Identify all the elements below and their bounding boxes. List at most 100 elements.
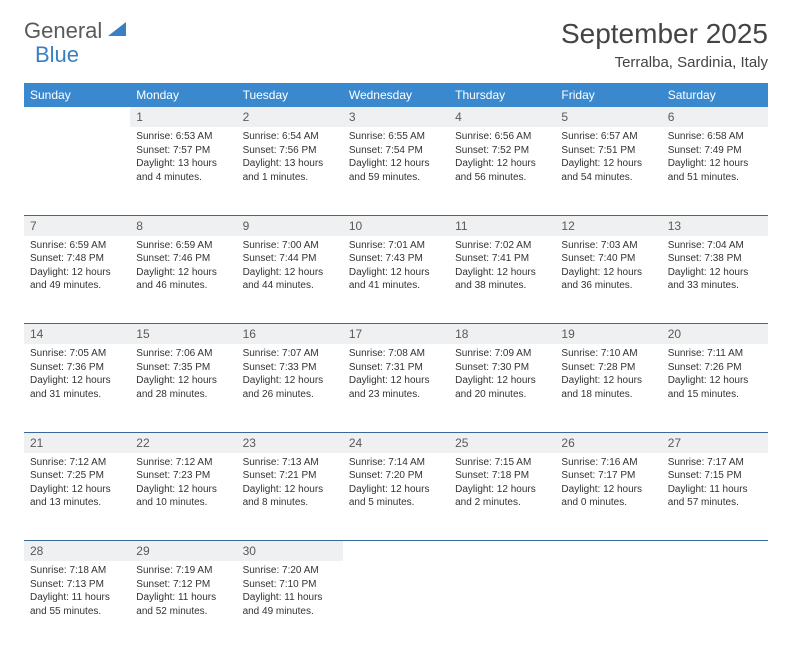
sunset-text: Sunset: 7:10 PM — [243, 578, 337, 592]
daylight-text: Daylight: 12 hours and 41 minutes. — [349, 266, 443, 293]
day-number-cell: 25 — [449, 432, 555, 453]
week-content-row: Sunrise: 6:59 AMSunset: 7:48 PMDaylight:… — [24, 236, 768, 324]
sunset-text: Sunset: 7:25 PM — [30, 469, 124, 483]
day-number-cell: 17 — [343, 324, 449, 345]
day-content: Sunrise: 7:15 AMSunset: 7:18 PMDaylight:… — [449, 453, 555, 516]
daylight-text: Daylight: 12 hours and 28 minutes. — [136, 374, 230, 401]
sunset-text: Sunset: 7:17 PM — [561, 469, 655, 483]
sunset-text: Sunset: 7:36 PM — [30, 361, 124, 375]
day-cell: Sunrise: 6:54 AMSunset: 7:56 PMDaylight:… — [237, 127, 343, 215]
sunrise-text: Sunrise: 7:20 AM — [243, 564, 337, 578]
daylight-text: Daylight: 12 hours and 15 minutes. — [668, 374, 762, 401]
day-number: 12 — [555, 216, 661, 236]
sunrise-text: Sunrise: 7:08 AM — [349, 347, 443, 361]
day-cell — [24, 127, 130, 215]
daylight-text: Daylight: 12 hours and 46 minutes. — [136, 266, 230, 293]
day-number-cell: 4 — [449, 107, 555, 127]
day-content: Sunrise: 7:04 AMSunset: 7:38 PMDaylight:… — [662, 236, 768, 299]
day-cell: Sunrise: 7:13 AMSunset: 7:21 PMDaylight:… — [237, 453, 343, 541]
daylight-text: Daylight: 11 hours and 52 minutes. — [136, 591, 230, 618]
day-content: Sunrise: 7:05 AMSunset: 7:36 PMDaylight:… — [24, 344, 130, 407]
day-number-cell: 9 — [237, 215, 343, 236]
day-cell: Sunrise: 6:55 AMSunset: 7:54 PMDaylight:… — [343, 127, 449, 215]
day-content: Sunrise: 7:01 AMSunset: 7:43 PMDaylight:… — [343, 236, 449, 299]
day-number: 28 — [24, 541, 130, 561]
day-number: 29 — [130, 541, 236, 561]
day-cell: Sunrise: 7:00 AMSunset: 7:44 PMDaylight:… — [237, 236, 343, 324]
sunrise-text: Sunrise: 7:19 AM — [136, 564, 230, 578]
day-cell: Sunrise: 7:06 AMSunset: 7:35 PMDaylight:… — [130, 344, 236, 432]
day-content: Sunrise: 7:02 AMSunset: 7:41 PMDaylight:… — [449, 236, 555, 299]
daylight-text: Daylight: 11 hours and 49 minutes. — [243, 591, 337, 618]
day-content: Sunrise: 7:16 AMSunset: 7:17 PMDaylight:… — [555, 453, 661, 516]
sunrise-text: Sunrise: 6:56 AM — [455, 130, 549, 144]
day-cell: Sunrise: 6:58 AMSunset: 7:49 PMDaylight:… — [662, 127, 768, 215]
day-header: Sunday — [24, 83, 130, 107]
day-content: Sunrise: 7:08 AMSunset: 7:31 PMDaylight:… — [343, 344, 449, 407]
sunrise-text: Sunrise: 7:12 AM — [30, 456, 124, 470]
day-number: 19 — [555, 324, 661, 344]
sunrise-text: Sunrise: 6:57 AM — [561, 130, 655, 144]
week-content-row: Sunrise: 7:05 AMSunset: 7:36 PM Daylight:… — [24, 344, 768, 432]
week-content-row: Sunrise: 7:18 AMSunset: 7:13 PMDaylight:… — [24, 561, 768, 649]
sunrise-text: Sunrise: 6:54 AM — [243, 130, 337, 144]
daylight-text: Daylight: 12 hours and 5 minutes. — [349, 483, 443, 510]
day-number-cell: 18 — [449, 324, 555, 345]
sunrise-text: Sunrise: 7:16 AM — [561, 456, 655, 470]
day-content: Sunrise: 6:55 AMSunset: 7:54 PMDaylight:… — [343, 127, 449, 190]
day-number-cell: 30 — [237, 541, 343, 562]
day-cell: Sunrise: 7:18 AMSunset: 7:13 PMDaylight:… — [24, 561, 130, 649]
daylight-text: Daylight: 13 hours and 4 minutes. — [136, 157, 230, 184]
day-number-cell: 11 — [449, 215, 555, 236]
day-cell — [343, 561, 449, 649]
day-number-cell — [662, 541, 768, 562]
day-number: 26 — [555, 433, 661, 453]
day-content: Sunrise: 7:20 AMSunset: 7:10 PMDaylight:… — [237, 561, 343, 624]
calendar-table: SundayMondayTuesdayWednesdayThursdayFrid… — [24, 83, 768, 649]
day-number-cell: 26 — [555, 432, 661, 453]
day-number-cell: 27 — [662, 432, 768, 453]
day-cell: Sunrise: 7:14 AMSunset: 7:20 PMDaylight:… — [343, 453, 449, 541]
day-number: 3 — [343, 107, 449, 127]
sunrise-text: Sunrise: 7:13 AM — [243, 456, 337, 470]
sunrise-text: Sunrise: 7:00 AM — [243, 239, 337, 253]
day-content: Sunrise: 7:00 AMSunset: 7:44 PMDaylight:… — [237, 236, 343, 299]
day-content: Sunrise: 7:09 AMSunset: 7:30 PMDaylight:… — [449, 344, 555, 407]
sunrise-text: Sunrise: 7:06 AM — [136, 347, 230, 361]
day-header: Monday — [130, 83, 236, 107]
day-cell: Sunrise: 7:20 AMSunset: 7:10 PMDaylight:… — [237, 561, 343, 649]
day-header: Saturday — [662, 83, 768, 107]
day-number: 5 — [555, 107, 661, 127]
day-number-cell: 5 — [555, 107, 661, 127]
daylight-text: Daylight: 12 hours and 38 minutes. — [455, 266, 549, 293]
header: General Blue September 2025 Terralba, Sa… — [24, 18, 768, 71]
week-number-row: 78910111213 — [24, 215, 768, 236]
week-number-row: 123456 — [24, 107, 768, 127]
location: Terralba, Sardinia, Italy — [561, 54, 768, 71]
day-cell: Sunrise: 7:09 AMSunset: 7:30 PMDaylight:… — [449, 344, 555, 432]
daylight-text: Daylight: 11 hours and 55 minutes. — [30, 591, 124, 618]
day-content: Sunrise: 7:11 AMSunset: 7:26 PMDaylight:… — [662, 344, 768, 407]
sunset-text: Sunset: 7:28 PM — [561, 361, 655, 375]
day-number-cell: 6 — [662, 107, 768, 127]
day-number: 30 — [237, 541, 343, 561]
sunrise-text: Sunrise: 7:15 AM — [455, 456, 549, 470]
day-cell: Sunrise: 7:10 AMSunset: 7:28 PMDaylight:… — [555, 344, 661, 432]
sunrise-text: Sunrise: 7:03 AM — [561, 239, 655, 253]
day-header-row: SundayMondayTuesdayWednesdayThursdayFrid… — [24, 83, 768, 107]
day-number-cell: 1 — [130, 107, 236, 127]
sunrise-text: Sunrise: 7:01 AM — [349, 239, 443, 253]
day-cell: Sunrise: 7:15 AMSunset: 7:18 PMDaylight:… — [449, 453, 555, 541]
sunrise-text: Sunrise: 6:59 AM — [136, 239, 230, 253]
sunset-text: Sunset: 7:40 PM — [561, 252, 655, 266]
day-cell: Sunrise: 6:56 AMSunset: 7:52 PMDaylight:… — [449, 127, 555, 215]
day-number-cell: 8 — [130, 215, 236, 236]
sunrise-text: Sunrise: 7:04 AM — [668, 239, 762, 253]
day-number-cell: 23 — [237, 432, 343, 453]
daylight-text: Daylight: 12 hours and 13 minutes. — [30, 483, 124, 510]
day-number-cell: 19 — [555, 324, 661, 345]
day-content: Sunrise: 6:53 AMSunset: 7:57 PMDaylight:… — [130, 127, 236, 190]
daylight-text: Daylight: 12 hours and 8 minutes. — [243, 483, 337, 510]
sunrise-text: Sunrise: 7:05 AM — [30, 347, 124, 361]
day-number: 1 — [130, 107, 236, 127]
